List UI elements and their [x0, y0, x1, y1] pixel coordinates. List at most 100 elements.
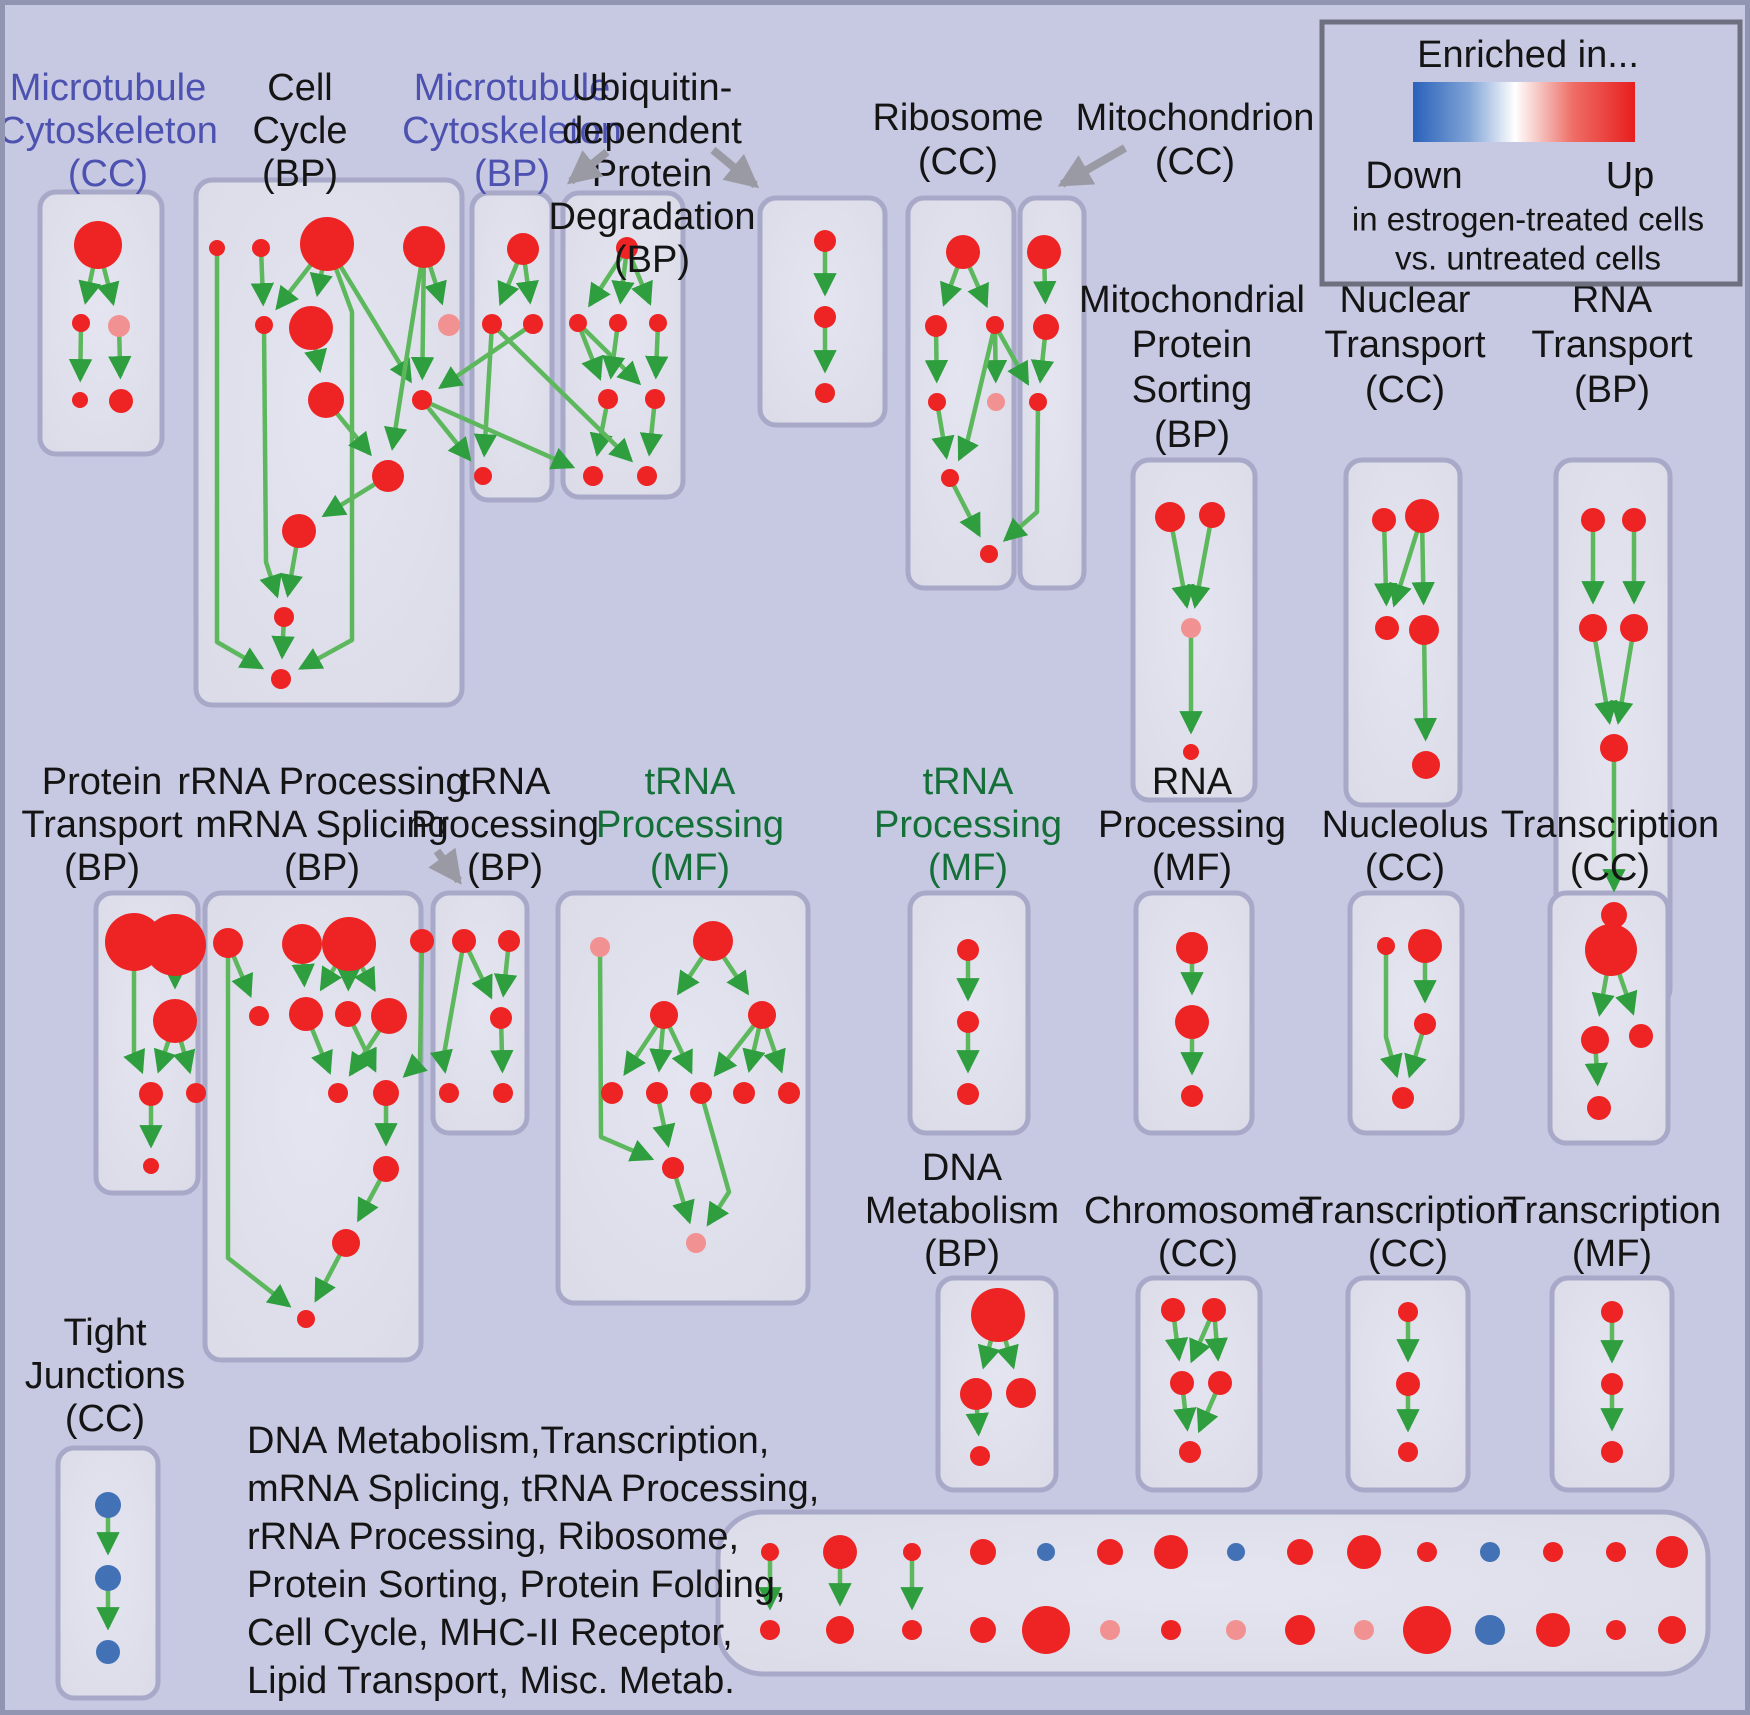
go-term-node-misc-d12 — [1475, 1615, 1505, 1645]
go-term-node-misc-d4 — [970, 1617, 996, 1643]
go-term-node-misc-c10 — [1347, 1535, 1381, 1569]
go-term-node-rrna-t2 — [373, 1080, 399, 1106]
go-term-node-ub_b-a — [814, 230, 836, 252]
go-term-node-mt_bp-top — [507, 233, 539, 265]
go-term-node-trna_mf1-b1 — [601, 1082, 623, 1104]
cluster-label-trna_mf1-line2: (MF) — [650, 847, 730, 889]
edge-rrna.a1-to-rrna.w — [225, 943, 292, 1308]
go-term-node-mt_cc-b — [72, 314, 90, 332]
go-term-node-rrna-v — [332, 1229, 360, 1257]
edge-mt_bp.ml-to-ub_a.b2 — [490, 322, 634, 463]
cluster-label-mito-line1: (CC) — [1155, 141, 1235, 183]
go-term-node-tight_junc-c — [96, 1640, 120, 1664]
go-term-node-cell_cycle-n2 — [252, 239, 270, 257]
cluster-label-ub_a-line2: Protein — [592, 153, 712, 195]
cluster-label-tight_junc-line0: Tight — [63, 1312, 147, 1354]
go-term-node-misc-c6 — [1097, 1539, 1123, 1565]
go-term-node-misc-d3 — [902, 1620, 922, 1640]
cluster-label-chromosome-line0: Chromosome — [1084, 1190, 1312, 1232]
go-term-node-ub_a-t2 — [645, 389, 665, 409]
go-term-node-nuc_trans-mr — [1409, 615, 1439, 645]
edge-rna_trans.ml-to-rna_trans.j — [1590, 627, 1618, 725]
go-term-node-trna_mf1-m1 — [650, 1001, 678, 1029]
go-term-node-misc-c7 — [1154, 1535, 1188, 1569]
go-term-node-prot_trans-b1 — [139, 1082, 163, 1106]
cluster-label-trna_mf2-line0: tRNA — [923, 761, 1014, 803]
cluster-label-tight_junc-line2: (CC) — [65, 1398, 145, 1440]
edge-mt_bp.mr-to-cell_cycle.n9 — [438, 322, 535, 389]
go-term-node-ub_a-top — [616, 237, 638, 259]
cluster-label-trna_mf1-line0: tRNA — [645, 761, 736, 803]
go-term-node-trna_bp-tr — [498, 930, 520, 952]
go-term-node-misc-d10 — [1354, 1620, 1374, 1640]
cluster-label-rrna-line0: rRNA Processing — [177, 761, 466, 803]
cluster-label-rrna-line2: (BP) — [284, 847, 360, 889]
edge-trna_mf1.b3-to-trna_mf1.pk2 — [698, 1092, 732, 1227]
go-term-node-rrna-t1 — [328, 1083, 348, 1103]
go-term-node-chromosome-mr — [1208, 1371, 1232, 1395]
go-term-node-misc-d1 — [760, 1620, 780, 1640]
cluster-label-mt_bp-line2: (BP) — [474, 153, 550, 195]
cluster-label-ub_a-line3: Degradation — [548, 196, 755, 238]
cluster-label-dna_met-line2: (BP) — [924, 1233, 1000, 1275]
edge-mito_sort.tr-to-mito_sort.pk — [1187, 514, 1215, 609]
go-term-node-trna_mf1-low — [662, 1157, 684, 1179]
go-term-node-misc-c11 — [1417, 1542, 1437, 1562]
edge-nuc_trans.mr-to-nuc_trans.bot — [1413, 629, 1438, 742]
go-term-node-nucleolus-mid — [1414, 1013, 1436, 1035]
go-term-node-trna_mf2-a — [957, 939, 979, 961]
cluster-label-ub_a-line1: dependent — [562, 110, 742, 152]
edge-cell_cycle.n1-to-cell_cycle.n12 — [214, 248, 265, 670]
legend-gradient-bar — [1413, 82, 1635, 142]
go-term-node-misc-c13 — [1543, 1542, 1563, 1562]
go-term-node-trans_cc2-bot — [1587, 1096, 1611, 1120]
go-term-node-prot_trans-b2 — [186, 1083, 206, 1103]
go-term-node-rrna-a3 — [322, 917, 376, 971]
cluster-label-dna_met-line1: Metabolism — [865, 1190, 1059, 1232]
go-term-node-mito_sort-bot — [1183, 744, 1199, 760]
go-term-node-ub_b-b — [814, 306, 836, 328]
cluster-label-rna_trans-line1: Transport — [1531, 324, 1693, 366]
edge-cell_cycle.n2-to-cell_cycle.n5 — [250, 247, 275, 307]
edge-prot_trans.t1-to-prot_trans.b1 — [123, 942, 146, 1075]
go-term-node-ribosome-lm — [925, 315, 947, 337]
go-term-node-trans_cc2-bl — [1581, 1026, 1609, 1054]
go-term-node-prot_trans-t2 — [144, 914, 206, 976]
cluster-label-trans_mf-line0: Transcription — [1503, 1190, 1721, 1232]
cluster-label-cell_cycle-line0: Cell — [267, 67, 332, 109]
go-term-node-dna_met-mr — [1006, 1378, 1036, 1408]
go-term-node-trna_mf1-m2 — [748, 1001, 776, 1029]
go-term-node-trna_mf2-b — [957, 1011, 979, 1033]
legend-subtitle-line2: vs. untreated cells — [1395, 240, 1661, 277]
edge-ub_a.top-to-ub_a.s1 — [588, 246, 629, 308]
cluster-label-cell_cycle-line1: Cycle — [252, 110, 347, 152]
nodes-layer — [72, 217, 1688, 1664]
go-term-node-trna_mf1-top — [693, 921, 733, 961]
go-term-node-ribosome-ll — [928, 393, 946, 411]
cluster-label-mt_bp-line1: Cytoskeleton — [402, 110, 622, 152]
go-term-node-rna_trans-ml — [1579, 614, 1607, 642]
cluster-box-trna_mf1 — [555, 890, 811, 1306]
go-term-node-ribosome-top — [946, 235, 980, 269]
go-term-node-misc-c12 — [1480, 1542, 1500, 1562]
go-term-node-mt_bp-mr — [523, 314, 543, 334]
go-term-node-nuc_trans-tl — [1372, 508, 1396, 532]
go-term-node-rrna-s4 — [371, 998, 407, 1034]
cluster-label-nucleolus-line1: (CC) — [1365, 847, 1445, 889]
label-pointer-arrow-3 — [428, 847, 462, 885]
go-term-node-ribosome-bot — [980, 545, 998, 563]
legend: Enriched in... Down Up in estrogen-treated … — [1319, 19, 1743, 287]
go-term-node-ub_a-b1 — [583, 466, 603, 486]
cluster-label-trna_mf2-line1: Processing — [874, 804, 1062, 846]
go-term-node-trans_mf-a — [1601, 1301, 1623, 1323]
legend-down-label: Down — [1365, 155, 1462, 197]
go-term-node-cell_cycle-n3 — [300, 217, 354, 271]
go-term-node-cell_cycle-n6 — [289, 306, 333, 350]
go-term-node-ribosome-pk — [987, 393, 1005, 411]
cluster-label-mt_cc-line2: (CC) — [68, 153, 148, 195]
go-term-node-rna_trans-mr — [1620, 614, 1648, 642]
go-term-node-trans_cc3-a — [1398, 1302, 1418, 1322]
edge-cell_cycle.n3-to-cell_cycle.n12 — [298, 243, 355, 670]
cluster-label-nuc_trans-line2: (CC) — [1365, 369, 1445, 411]
